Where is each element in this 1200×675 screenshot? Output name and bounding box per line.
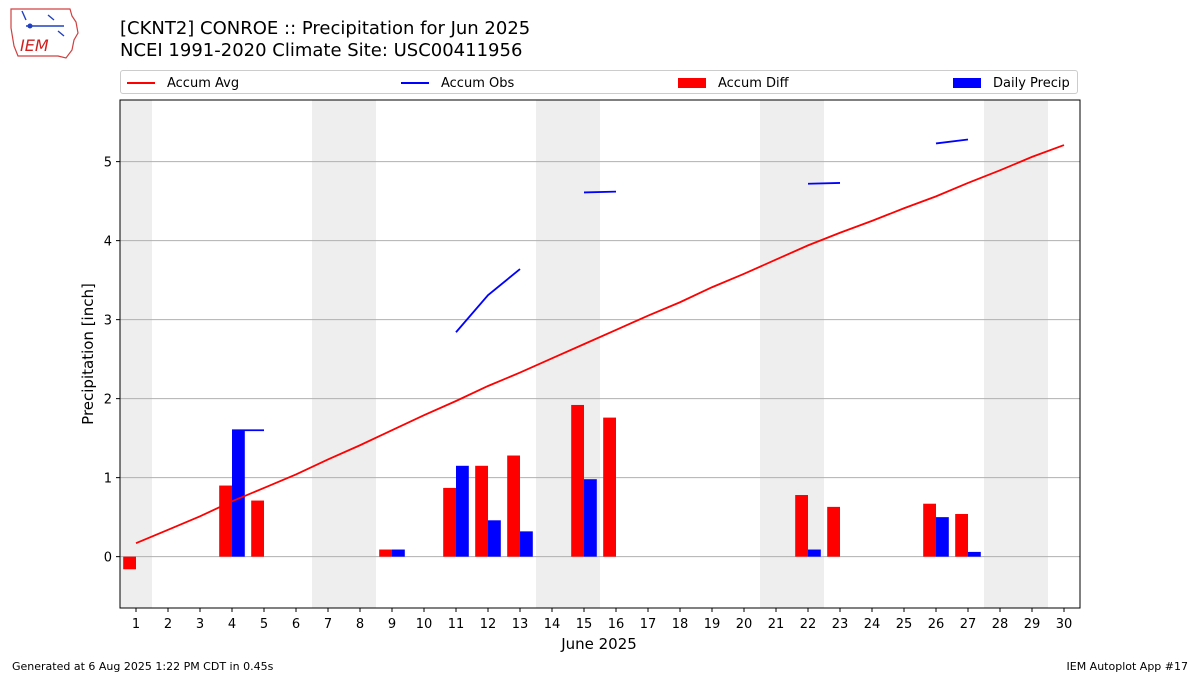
weekend-band bbox=[984, 100, 1016, 608]
weekend-band bbox=[568, 100, 600, 608]
x-tick-label: 7 bbox=[324, 617, 332, 632]
chart-title-line1: [CKNT2] CONROE :: Precipitation for Jun … bbox=[120, 18, 531, 39]
weekend-band bbox=[120, 100, 152, 608]
x-tick-label: 21 bbox=[768, 617, 785, 632]
y-tick-label: 0 bbox=[104, 551, 112, 566]
accum-diff-bar bbox=[603, 417, 616, 557]
x-tick-label: 12 bbox=[480, 617, 497, 632]
footer-generated-text: Generated at 6 Aug 2025 1:22 PM CDT in 0… bbox=[12, 660, 274, 673]
x-tick-label: 2 bbox=[164, 617, 172, 632]
accum-diff-bar bbox=[827, 506, 840, 557]
logo-text: IEM bbox=[20, 36, 49, 55]
x-tick-label: 3 bbox=[196, 617, 204, 632]
legend-item-accum-avg: Accum Avg bbox=[127, 74, 239, 92]
x-tick-label: 30 bbox=[1056, 617, 1073, 632]
legend-swatch-accum-obs bbox=[401, 82, 429, 84]
daily-precip-bar bbox=[488, 520, 501, 557]
plot-frame bbox=[119, 99, 1081, 609]
accum-diff-bar bbox=[795, 495, 808, 557]
x-tick-label: 17 bbox=[640, 617, 657, 632]
x-tick-label: 1 bbox=[132, 617, 140, 632]
weekend-band bbox=[792, 100, 824, 608]
y-tick-label: 1 bbox=[104, 472, 112, 487]
accum-diff-bar bbox=[251, 500, 264, 557]
x-tick-label: 24 bbox=[864, 617, 881, 632]
accum-diff-bar bbox=[475, 465, 488, 557]
x-tick-label: 4 bbox=[228, 617, 236, 632]
y-tick-label: 4 bbox=[104, 235, 112, 250]
accum-avg-line bbox=[135, 144, 1065, 545]
daily-precip-bar bbox=[520, 531, 533, 557]
x-tick-label: 28 bbox=[992, 617, 1009, 632]
accum-diff-bar bbox=[219, 485, 232, 557]
legend-swatch-daily-precip bbox=[953, 78, 981, 88]
weekend-band bbox=[760, 100, 792, 608]
accum-obs-line bbox=[807, 182, 841, 185]
legend-item-daily-precip: Daily Precip bbox=[953, 74, 1070, 92]
daily-precip-bar bbox=[968, 551, 981, 557]
x-tick-label: 29 bbox=[1024, 617, 1041, 632]
x-tick-label: 23 bbox=[832, 617, 849, 632]
x-tick-label: 16 bbox=[608, 617, 625, 632]
daily-precip-bar bbox=[584, 479, 597, 557]
y-tick-label: 2 bbox=[104, 393, 112, 408]
accum-obs-line bbox=[935, 138, 969, 145]
y-tick-label: 5 bbox=[104, 156, 112, 171]
y-tick-label: 3 bbox=[104, 314, 112, 329]
daily-precip-bar bbox=[232, 430, 245, 557]
x-tick-label: 25 bbox=[896, 617, 913, 632]
x-tick-label: 8 bbox=[356, 617, 364, 632]
accum-obs-line bbox=[583, 190, 617, 194]
x-tick-label: 18 bbox=[672, 617, 689, 632]
x-tick-label: 22 bbox=[800, 617, 817, 632]
daily-precip-bar bbox=[456, 465, 469, 557]
accum-diff-bar bbox=[123, 556, 136, 570]
x-tick-label: 9 bbox=[388, 617, 396, 632]
x-tick-label: 20 bbox=[736, 617, 753, 632]
weekend-band bbox=[344, 100, 376, 608]
accum-diff-bar bbox=[379, 549, 392, 557]
chart-legend: Accum Avg Accum Obs Accum Diff Daily Pre… bbox=[120, 70, 1078, 94]
x-tick-label: 15 bbox=[576, 617, 593, 632]
accum-obs-line bbox=[455, 268, 521, 333]
legend-swatch-accum-diff bbox=[678, 78, 706, 88]
daily-precip-bar bbox=[392, 549, 405, 557]
x-tick-label: 13 bbox=[512, 617, 529, 632]
y-axis-label: Precipitation [inch] bbox=[79, 283, 97, 425]
weekend-band bbox=[312, 100, 344, 608]
x-axis-label: June 2025 bbox=[560, 635, 637, 653]
footer-app-text: IEM Autoplot App #17 bbox=[1066, 660, 1189, 673]
accum-diff-bar bbox=[955, 513, 968, 557]
legend-label-accum-obs: Accum Obs bbox=[441, 75, 515, 91]
x-tick-label: 5 bbox=[260, 617, 268, 632]
x-tick-label: 10 bbox=[416, 617, 433, 632]
weekend-band bbox=[536, 100, 568, 608]
x-tick-label: 27 bbox=[960, 617, 977, 632]
legend-label-daily-precip: Daily Precip bbox=[993, 75, 1070, 91]
legend-item-accum-obs: Accum Obs bbox=[401, 74, 514, 92]
legend-item-accum-diff: Accum Diff bbox=[678, 74, 789, 92]
daily-precip-bar bbox=[808, 549, 821, 557]
legend-swatch-accum-avg bbox=[127, 82, 155, 84]
accum-diff-bar bbox=[923, 503, 936, 557]
accum-diff-bar bbox=[507, 455, 520, 557]
x-tick-label: 11 bbox=[448, 617, 465, 632]
accum-diff-bar bbox=[571, 404, 584, 557]
legend-label-accum-avg: Accum Avg bbox=[167, 75, 240, 91]
x-tick-label: 14 bbox=[544, 617, 561, 632]
x-tick-label: 26 bbox=[928, 617, 945, 632]
iem-logo: IEM bbox=[10, 8, 79, 59]
accum-diff-bar bbox=[443, 487, 456, 557]
x-tick-label: 19 bbox=[704, 617, 721, 632]
x-tick-label: 6 bbox=[292, 617, 300, 632]
legend-label-accum-diff: Accum Diff bbox=[718, 75, 789, 91]
daily-precip-bar bbox=[936, 517, 949, 557]
chart-title-line2: NCEI 1991-2020 Climate Site: USC00411956 bbox=[120, 40, 523, 61]
weekend-band bbox=[1016, 100, 1048, 608]
